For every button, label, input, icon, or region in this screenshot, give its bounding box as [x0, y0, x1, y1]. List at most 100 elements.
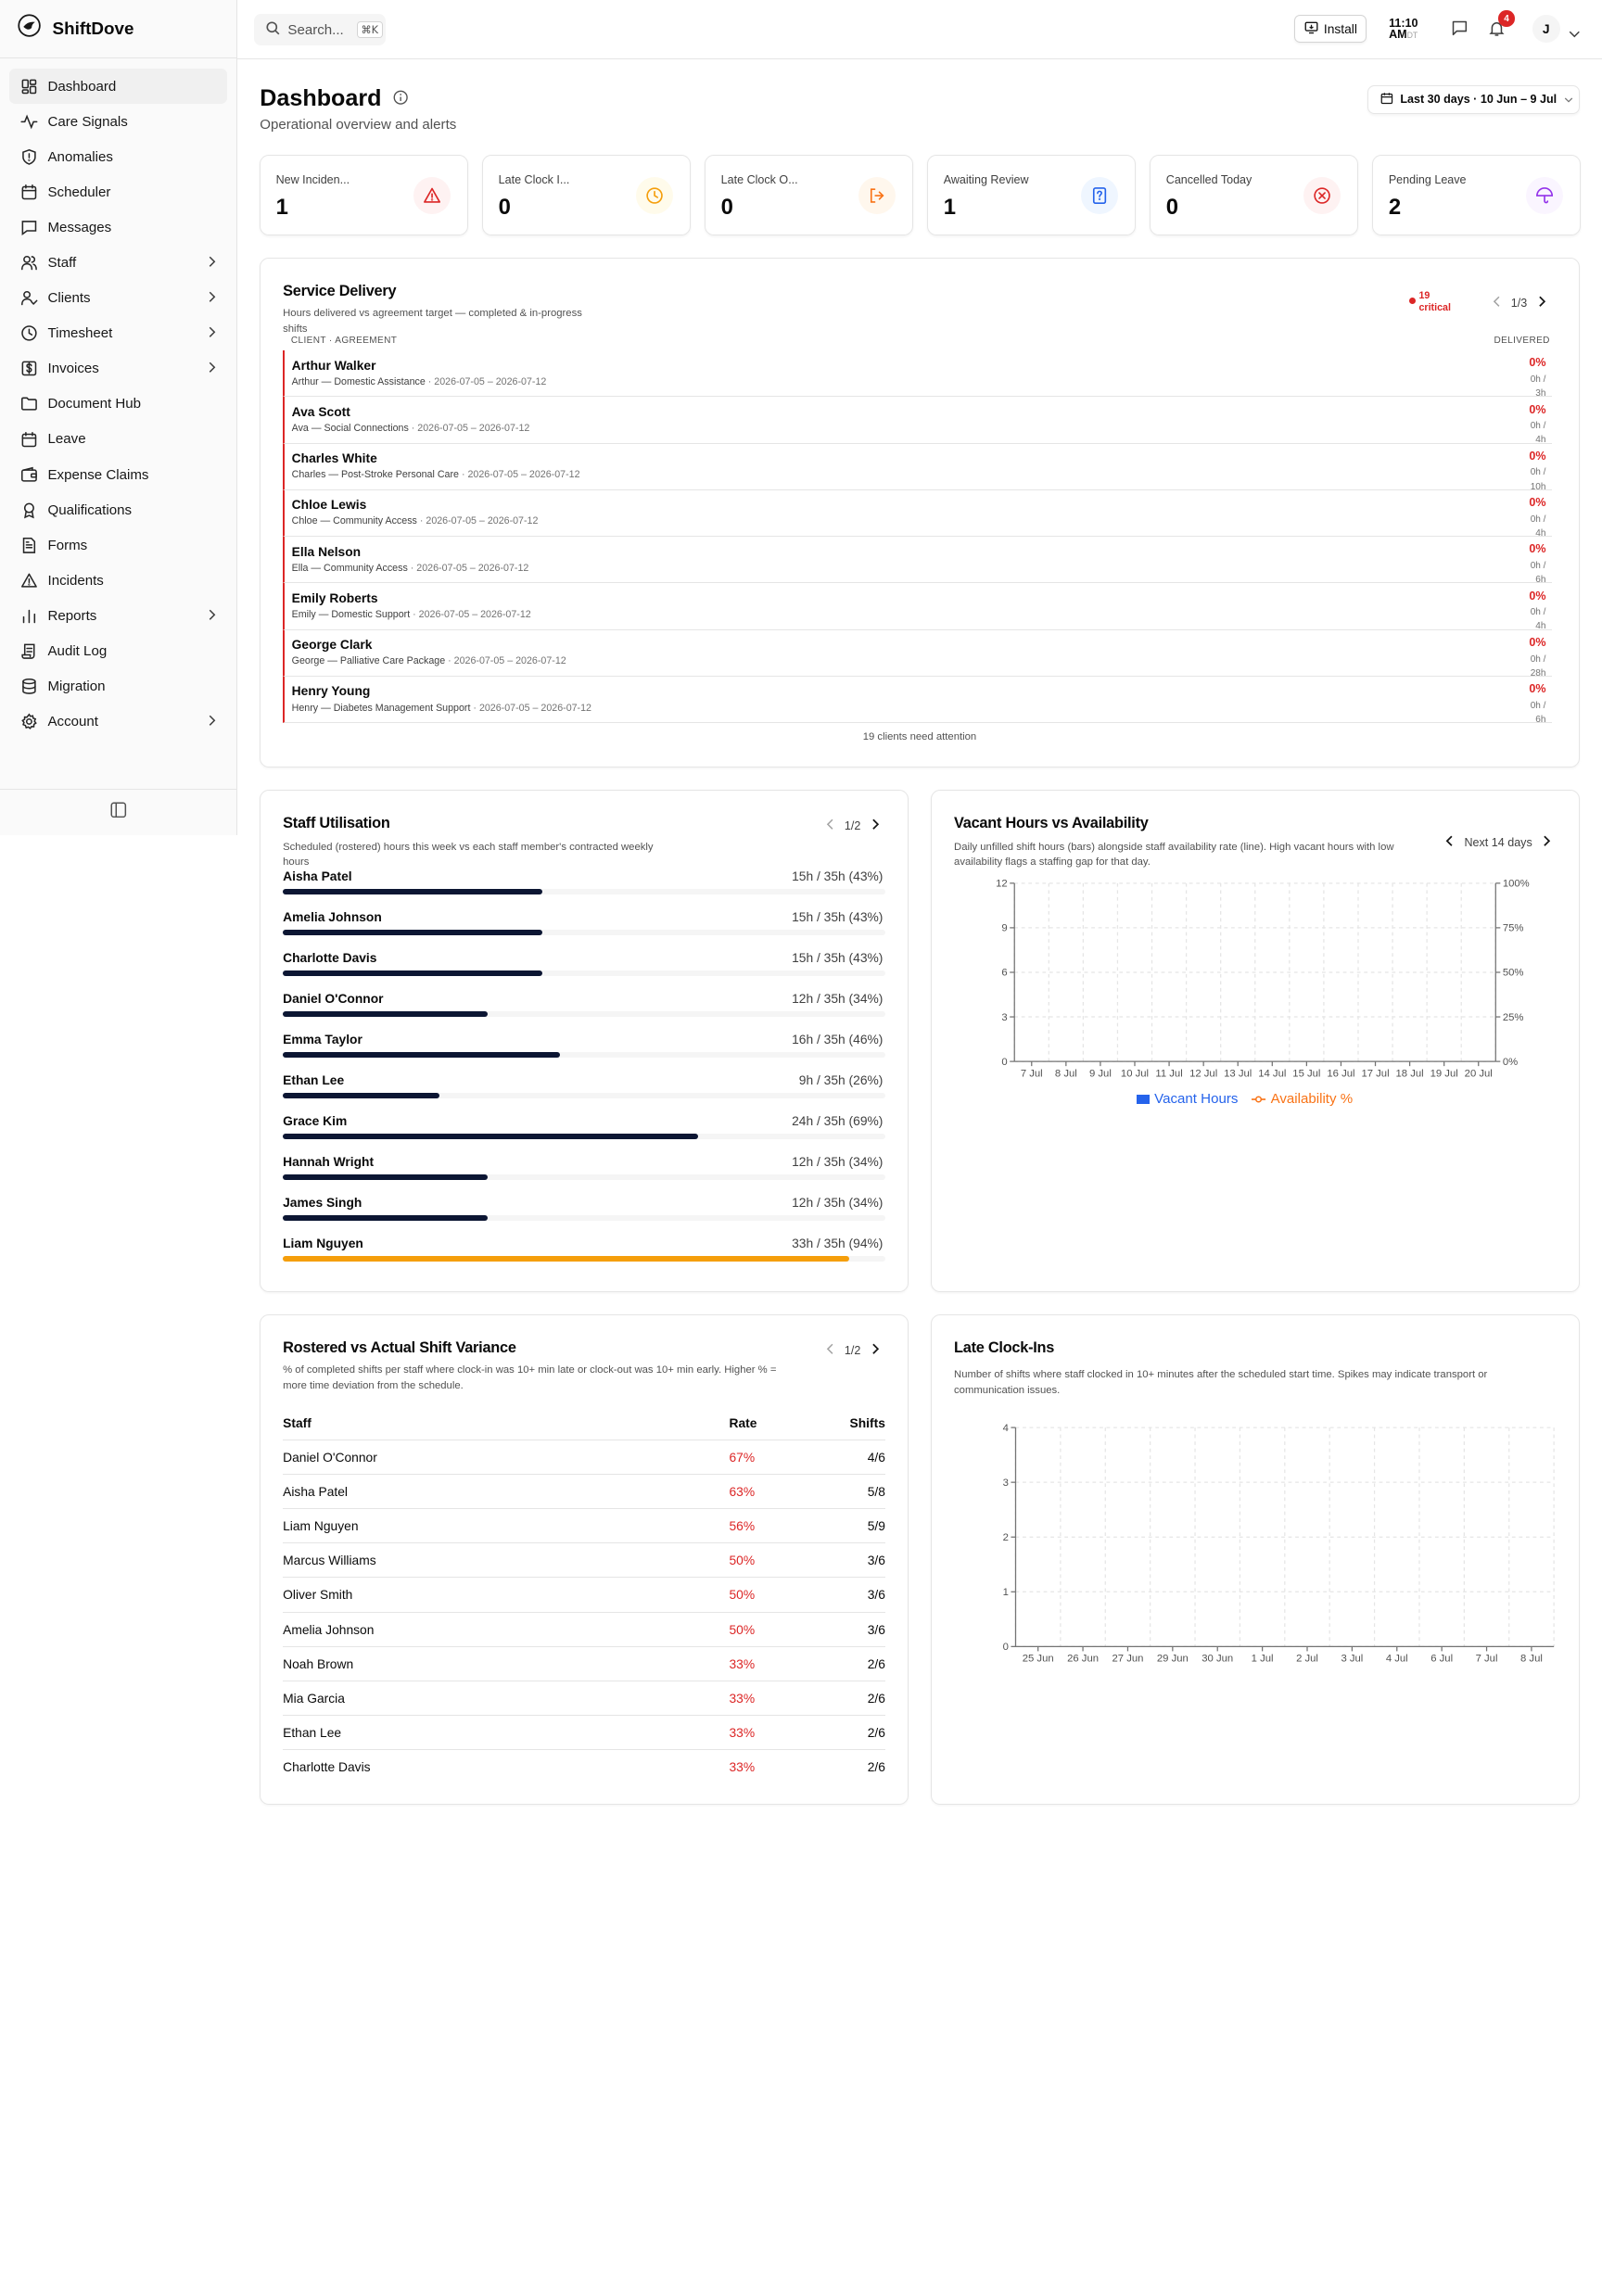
sidebar-item-messages[interactable]: Messages — [0, 209, 236, 245]
list-item[interactable]: Charles White Charles — Post-Stroke Perso… — [283, 443, 1552, 492]
list-item[interactable]: Emma Taylor 16h / 35h (46%) — [283, 1032, 885, 1072]
list-item[interactable]: George Clark George — Palliative Care Pac… — [283, 629, 1552, 679]
notification-badge: 4 — [1498, 10, 1515, 27]
sidebar-item-scheduler[interactable]: Scheduler — [0, 174, 236, 209]
sidebar-item-staff[interactable]: Staff — [0, 246, 236, 281]
sidebar-item-document-hub[interactable]: Document Hub — [0, 387, 236, 422]
kpi-card[interactable]: Late Clock O... 0 — [705, 155, 914, 235]
hours-target: 4h — [1535, 621, 1546, 632]
legend-vacant-hours[interactable]: Vacant Hours — [1137, 1091, 1238, 1107]
utilisation-bar-fill — [283, 888, 542, 894]
sidebar-item-label: Reports — [47, 607, 97, 624]
chevron-right-icon[interactable] — [871, 818, 880, 833]
list-item[interactable]: Amelia Johnson 15h / 35h (43%) — [283, 909, 885, 950]
table-row[interactable]: Daniel O'Connor 67% 4/6 — [283, 1440, 885, 1474]
chevron-left-icon[interactable] — [1493, 296, 1501, 311]
install-button[interactable]: Install — [1294, 15, 1367, 44]
client-name: Emily Roberts — [291, 590, 378, 605]
kpi-card[interactable]: Awaiting Review 1 — [927, 155, 1137, 235]
kpi-card[interactable]: Pending Leave 2 — [1372, 155, 1582, 235]
hours-target: 4h — [1535, 527, 1546, 539]
list-item[interactable]: Ethan Lee 9h / 35h (26%) — [283, 1072, 885, 1113]
agreement-dates: · 2026-07-05 – 2026-07-12 — [411, 422, 530, 434]
list-item[interactable]: Ava Scott Ava — Social Connections · 2026… — [283, 397, 1552, 445]
vacant-hours-range-pager: Next 14 days — [1445, 835, 1551, 850]
variance-rate: 50% — [729, 1587, 756, 1603]
table-row[interactable]: Liam Nguyen 56% 5/9 — [283, 1508, 885, 1542]
sidebar-item-reports[interactable]: Reports — [0, 598, 236, 633]
x-circle-icon — [1303, 176, 1341, 214]
chevron-right-icon[interactable] — [1543, 835, 1551, 850]
late-clock-ins-title: Late Clock-Ins — [954, 1339, 1055, 1357]
chevron-left-icon[interactable] — [1445, 835, 1454, 850]
scroll-icon — [19, 641, 38, 660]
list-item[interactable]: Aisha Patel 15h / 35h (43%) — [283, 869, 885, 909]
agreement-line: Charles — Post-Stroke Personal Care · 20… — [292, 469, 580, 480]
messages-icon[interactable] — [1451, 19, 1468, 43]
list-item[interactable]: Arthur Walker Arthur — Domestic Assistanc… — [283, 350, 1552, 399]
legend-availability[interactable]: Availability % — [1252, 1091, 1353, 1107]
table-row[interactable]: Noah Brown 33% 2/6 — [283, 1645, 885, 1681]
table-row[interactable]: Oliver Smith 50% 3/6 — [283, 1577, 885, 1611]
sidebar-item-invoices[interactable]: Invoices — [0, 351, 236, 387]
kpi-card[interactable]: New Inciden... 1 — [260, 155, 469, 235]
list-item[interactable]: Ella Nelson Ella — Community Access · 202… — [283, 537, 1552, 585]
brand[interactable]: ShiftDove — [0, 0, 237, 58]
table-row[interactable]: Amelia Johnson 50% 3/6 — [283, 1611, 885, 1646]
sidebar-item-clients[interactable]: Clients — [0, 281, 236, 316]
variance-shifts: 2/6 — [867, 1655, 885, 1671]
collapse-sidebar-button[interactable] — [0, 788, 238, 835]
table-row[interactable]: Marcus Williams 50% 3/6 — [283, 1542, 885, 1577]
list-item[interactable]: Charlotte Davis 15h / 35h (43%) — [283, 950, 885, 991]
chevron-left-icon[interactable] — [826, 818, 834, 833]
table-row[interactable]: Charlotte Davis 33% 2/6 — [283, 1748, 885, 1783]
sidebar-item-care-signals[interactable]: Care Signals — [0, 104, 236, 139]
y-tick-label: 9 — [1002, 922, 1008, 933]
chevron-left-icon[interactable] — [826, 1343, 834, 1358]
chevron-down-icon[interactable] — [1569, 23, 1581, 44]
bell-icon[interactable] — [1488, 19, 1506, 43]
list-item[interactable]: Chloe Lewis Chloe — Community Access · 20… — [283, 489, 1552, 539]
search-button[interactable]: Search... ⌘K — [253, 14, 386, 45]
list-item[interactable]: Grace Kim 24h / 35h (69%) — [283, 1113, 885, 1154]
sidebar-item-dashboard[interactable]: Dashboard — [9, 69, 228, 105]
kpi-card[interactable]: Late Clock I... 0 — [482, 155, 692, 235]
list-item[interactable]: Liam Nguyen 33h / 35h (94%) — [283, 1236, 885, 1276]
list-item[interactable]: Hannah Wright 12h / 35h (34%) — [283, 1154, 885, 1195]
list-item[interactable]: Emily Roberts Emily — Domestic Support · … — [283, 583, 1552, 631]
column-header-staff[interactable]: Staff — [283, 1414, 312, 1430]
staff-name: Daniel O'Connor — [283, 991, 384, 1007]
staff-name: Daniel O'Connor — [283, 1450, 377, 1465]
sidebar-item-forms[interactable]: Forms — [0, 527, 236, 563]
kpi-card[interactable]: Cancelled Today 0 — [1150, 155, 1359, 235]
sidebar-item-audit-log[interactable]: Audit Log — [0, 633, 236, 668]
clock-icon — [19, 324, 38, 343]
sidebar-item-migration[interactable]: Migration — [0, 668, 236, 704]
utilisation-bar-fill — [283, 1010, 489, 1017]
sidebar-item-timesheet[interactable]: Timesheet — [0, 316, 236, 351]
sidebar-item-qualifications[interactable]: Qualifications — [0, 492, 236, 527]
sidebar-item-expense-claims[interactable]: Expense Claims — [0, 457, 236, 492]
sidebar-item-leave[interactable]: Leave — [0, 422, 236, 457]
chevron-right-icon[interactable] — [871, 1343, 880, 1358]
chevron-right-icon[interactable] — [1538, 296, 1546, 311]
column-header-shifts[interactable]: Shifts — [849, 1414, 885, 1430]
column-header-rate[interactable]: Rate — [729, 1414, 757, 1430]
info-icon[interactable] — [393, 85, 408, 112]
sidebar-item-label: Account — [47, 714, 98, 730]
avatar[interactable]: J — [1532, 15, 1560, 44]
sidebar-item-label: Messages — [47, 219, 112, 235]
agreement-dates: · 2026-07-05 – 2026-07-12 — [427, 375, 547, 387]
list-item[interactable]: Daniel O'Connor 12h / 35h (34%) — [283, 991, 885, 1032]
sidebar-item-incidents[interactable]: Incidents — [0, 563, 236, 598]
list-item[interactable]: James Singh 12h / 35h (34%) — [283, 1195, 885, 1236]
utilisation-value: 24h / 35h (69%) — [792, 1113, 884, 1129]
sidebar-item-account[interactable]: Account — [0, 704, 236, 740]
sidebar-item-anomalies[interactable]: Anomalies — [0, 139, 236, 174]
shield-icon — [19, 147, 38, 166]
table-row[interactable]: Mia Garcia 33% 2/6 — [283, 1680, 885, 1715]
list-item[interactable]: Henry Young Henry — Diabetes Management S… — [283, 676, 1552, 725]
table-row[interactable]: Aisha Patel 63% 5/8 — [283, 1474, 885, 1508]
date-range-picker[interactable]: Last 30 days · 10 Jun – 9 Jul — [1367, 84, 1581, 115]
table-row[interactable]: Ethan Lee 33% 2/6 — [283, 1714, 885, 1749]
